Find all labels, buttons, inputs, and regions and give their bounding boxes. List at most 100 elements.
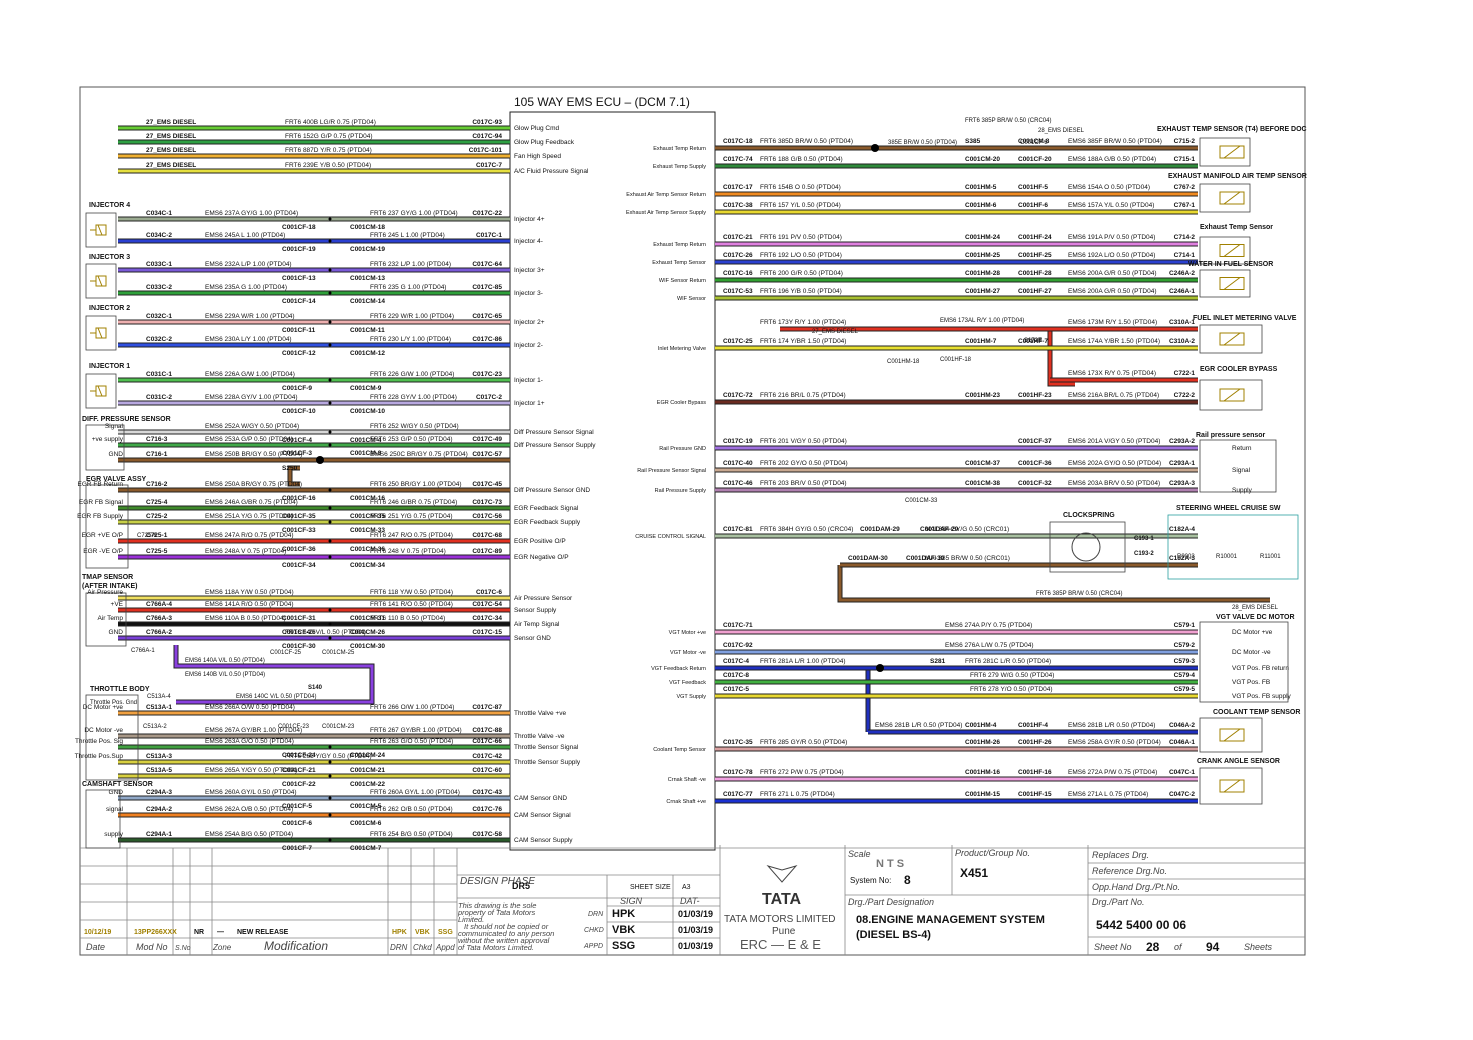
wire-label-w1: FRT6 281A L/R 1.00 (PTD04) (760, 658, 846, 665)
signer: HPK (612, 908, 635, 920)
sensor-symbol (1219, 728, 1245, 742)
wire-label-sf: C001CM-37 (965, 460, 1000, 467)
wire-label-sf: C001CF-34 (282, 562, 316, 569)
wire-label-w1: FRT6 203 BR/V 0.50 (PTD04) (760, 480, 847, 487)
wire-label-c: 27_EMS DIESEL (146, 162, 196, 169)
rev-sno: NR (194, 929, 204, 936)
wire-label-w2: FRT6 247 R/O 0.75 (PTD04) (370, 532, 453, 539)
wire-label-sm: C001CM-35 (350, 513, 385, 520)
wire-label-w2: EMS6 201A V/GY 0.50 (PTD04) (1068, 438, 1160, 445)
annotation: C001CF-8 (1020, 140, 1048, 146)
wire-label-f: EGR Cooler Bypass (657, 400, 706, 406)
wire-label-p: C017C-74 (723, 156, 753, 163)
annotation: 385E BR/W 0.50 (PTD04) (888, 140, 957, 146)
component-name: WATER IN FUEL SENSOR (1188, 261, 1273, 268)
component-name: (AFTER INTAKE) (82, 583, 137, 590)
splice (328, 520, 332, 524)
wire-label-s: Air Temp (97, 615, 123, 622)
wire-label-sm: C001HF-15 (1018, 791, 1052, 798)
component-name: COOLANT TEMP SENSOR (1213, 709, 1300, 716)
wire-label-sm: C001HF-28 (1018, 270, 1052, 277)
wire-label-w2: FRT6 235 G 1.00 (PTD04) (370, 284, 446, 291)
wire-label-s: GND (109, 451, 124, 458)
component-name: STEERING WHEEL CRUISE SW (1176, 505, 1281, 512)
wire-label-p: C017C-65 (472, 313, 502, 320)
wire-label-w1: FRT6 174 Y/BR 1.50 (PTD04) (760, 338, 846, 345)
wire-label-p: C017C-5 (723, 686, 749, 693)
wire-label-sf: C001HM-23 (965, 392, 1000, 399)
annotation: C001CM-25 (322, 650, 355, 656)
wire-label-sm: C001CM-24 (350, 752, 385, 759)
wire-label-sf: C001CF-5 (282, 803, 312, 810)
wire-label-sm: C001CM-31 (350, 615, 385, 622)
wire-label-f: Exhaust Temp Return (653, 242, 706, 248)
wire-label-f: Diff Pressure Sensor GND (514, 487, 590, 494)
role: APPD (583, 943, 603, 950)
wire-label-s: supply (104, 831, 124, 838)
wire-label-w1: FRT6 201 V/GY 0.50 (PTD04) (760, 438, 847, 445)
wire-label-sf: C001CF-31 (282, 615, 316, 622)
wire-label-sm: C001HF-4 (1018, 722, 1048, 729)
annotation: C725-6 (137, 533, 157, 539)
wire-label-w2: EMS6 173M R/Y 1.50 (PTD04) (1068, 319, 1157, 326)
wire-label-sf: C001HM-27 (965, 288, 1000, 295)
component-box (1199, 767, 1263, 805)
wire-label-w1: FRT6 202 GY/O 0.50 (PTD04) (760, 460, 848, 467)
wire-label-f: Crnak Shaft -ve (668, 777, 706, 783)
wire-label-f: Sensor Supply (514, 607, 557, 614)
wire-label-p: C017C-81 (723, 526, 753, 533)
wire-label-sf: C001HM-4 (965, 722, 997, 729)
date: 01/03/19 (678, 941, 713, 951)
component-box (1167, 514, 1299, 580)
annotation: C513A-4 (147, 694, 171, 700)
wire-label-c: 27_EMS DIESEL (146, 119, 196, 126)
role: CHKD (584, 927, 604, 934)
component-name: EGR COOLER BYPASS (1200, 366, 1278, 373)
wire-label-p: C017C-92 (723, 642, 753, 649)
title-block: DESIGN PHASE DR5 SHEET SIZE A3 SIGN DAT-… (80, 845, 1305, 955)
wire-label-sm: C001CF-36 (1018, 460, 1052, 467)
wire-label-p: C017C-57 (472, 451, 502, 458)
wire-label-p: C017C-77 (723, 791, 753, 798)
wire-label-p: C017C-8 (723, 672, 749, 679)
wire-label-s: EGR FB Signal (79, 499, 124, 506)
wire-label-p: C017C-15 (472, 629, 502, 636)
wire-label-sf: C001CF-33 (282, 527, 316, 534)
notice: It should not be copied or (464, 922, 549, 931)
wire-label-w1: FRT6 188 G/B 0.50 (PTD04) (760, 156, 843, 163)
wire-label-s: EGR +VE O/P (82, 532, 123, 539)
label: Reference Drg.No. (1092, 866, 1167, 876)
rev-header: S.No (175, 945, 191, 952)
wire-label-c: C031C-1 (146, 371, 172, 378)
wire-label-s: +VE (111, 601, 124, 608)
annotation: C193-2 (1134, 551, 1154, 557)
wire-label-sf: C001CF-4 (282, 437, 312, 444)
wire-label-f: Diff Pressure Sensor Signal (514, 429, 594, 436)
wire-label-f: Injector 4+ (514, 216, 545, 223)
wire-label-w2: FRT6 250 BR/GY 1.00 (PTD04) (370, 481, 462, 488)
wire-label-sf: C001HM-16 (965, 769, 1000, 776)
wire-label-sm: C001CM-21 (350, 767, 385, 774)
wire-label-sm: C001DAF-30 (906, 555, 945, 562)
wire-label-c: C722-2 (1174, 392, 1196, 399)
wire-label-w1: EMS6 247A R/O 0.75 (PTD04) (205, 532, 294, 539)
wire-label-p: C017C-6 (476, 589, 502, 596)
wire-label-sm: C001HF-16 (1018, 769, 1052, 776)
wire-label-c: C579-3 (1174, 658, 1196, 665)
wire-label-w2: EMS6 276A L/W 0.75 (PTD04) (945, 642, 1034, 649)
wire-label-w2: FRT6 400B LG/R 0.75 (PTD04) (285, 119, 376, 126)
wire-label-sf: S385 (965, 138, 981, 145)
wire-label-w1: EMS6 262A O/B 0.50 (PTD04) (205, 806, 293, 813)
wire-label-w2: EMS6 258A GY/R 0.50 (PTD04) (1068, 739, 1161, 746)
wire-label-sm: C001CM-22 (350, 781, 385, 788)
splice (328, 539, 332, 543)
wire-label-sm: C001CM-7 (350, 845, 382, 852)
wire-label-f: EGR Positive O/P (514, 538, 566, 545)
wire-label-s: Throttle Pos.Sup (75, 753, 124, 760)
component-name: CAMSHAFT SENSOR (82, 781, 153, 788)
wire-label-sf: C001CF-9 (282, 385, 312, 392)
label: DESIGN PHASE (460, 876, 535, 887)
wire-label-c: C767-2 (1174, 184, 1196, 191)
wire-label-w2: EMS6 174A Y/BR 1.50 (PTD04) (1068, 338, 1160, 345)
wire-label-c: C293A-1 (1169, 460, 1195, 467)
